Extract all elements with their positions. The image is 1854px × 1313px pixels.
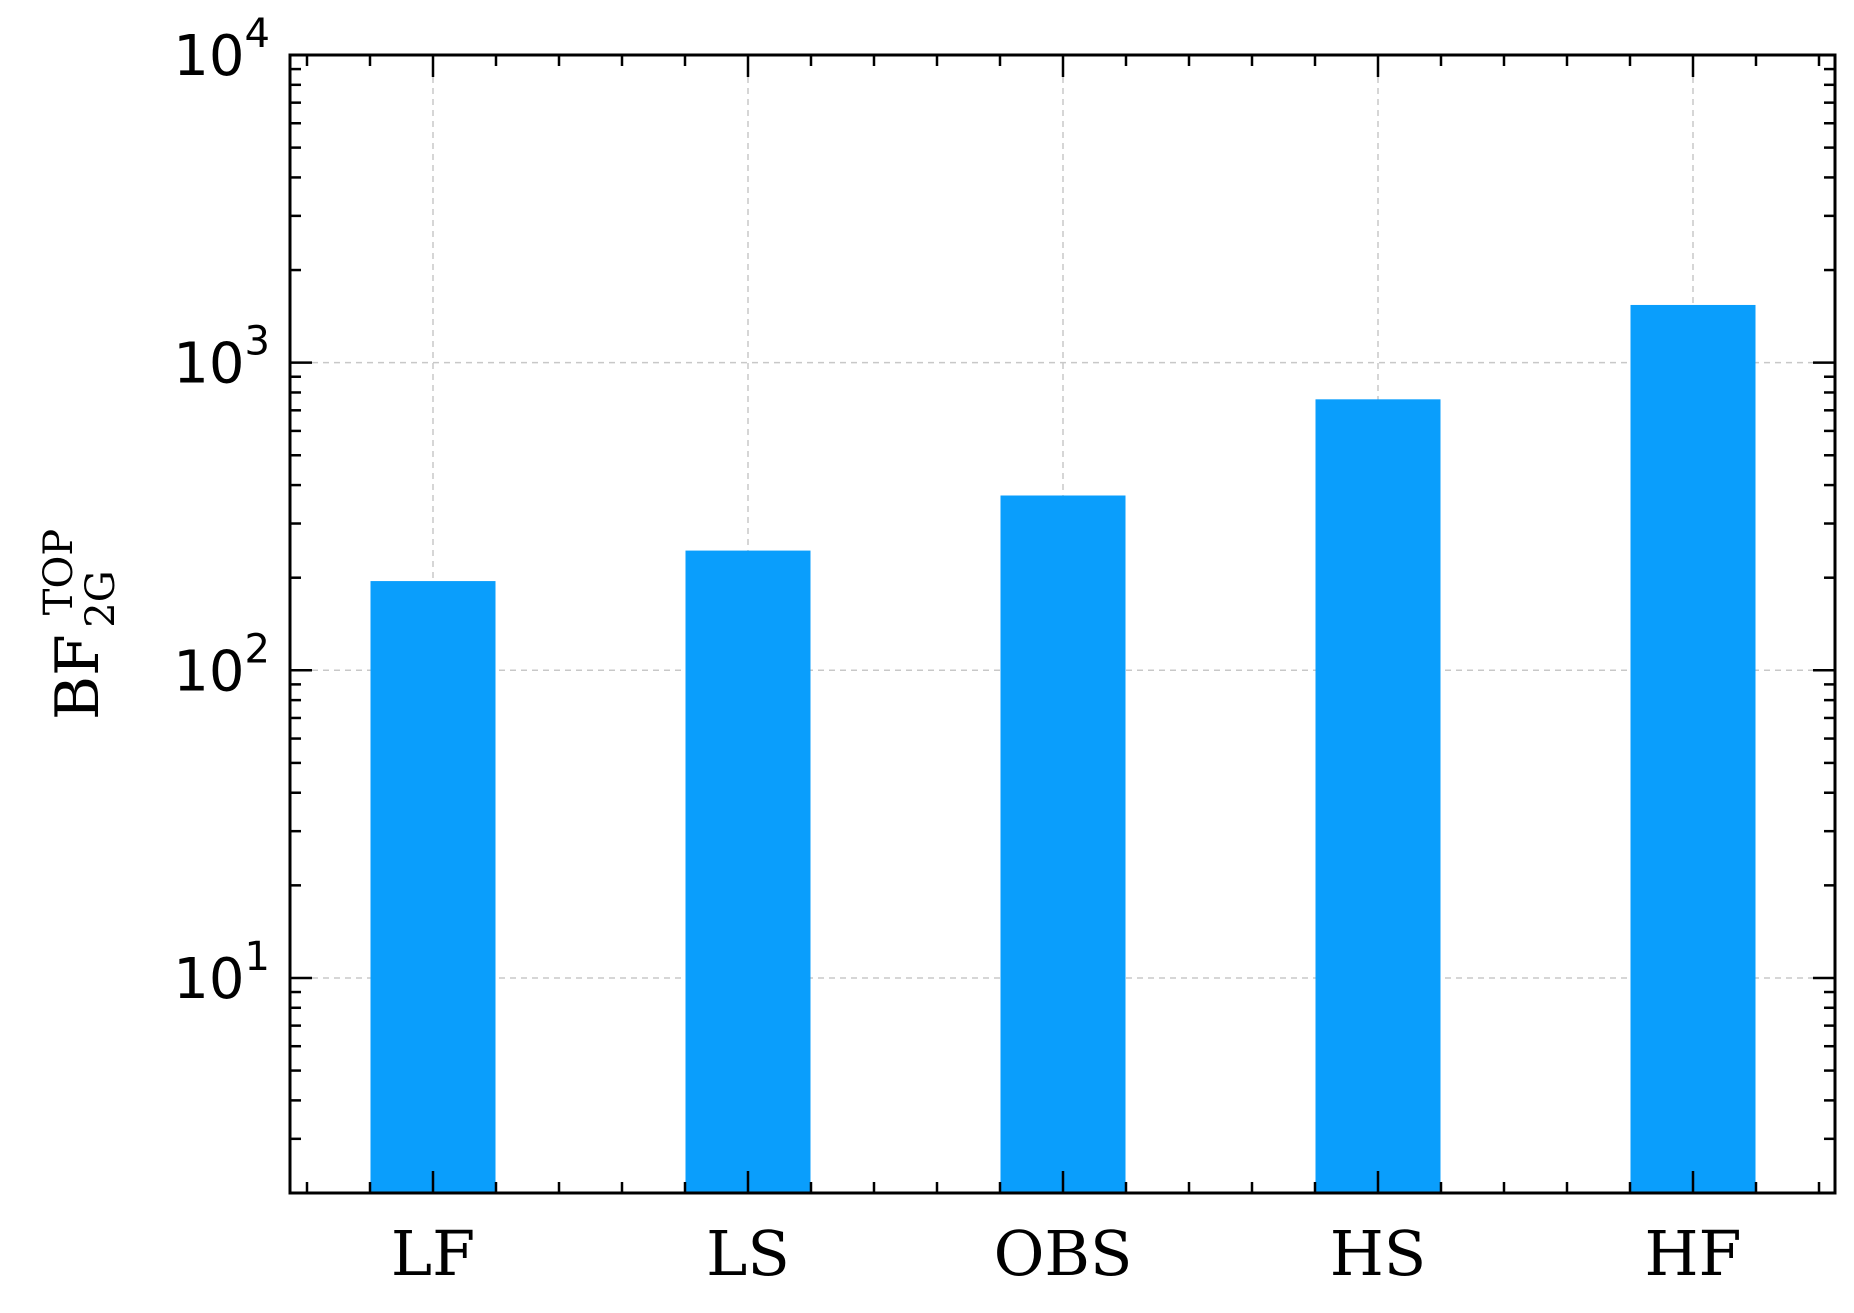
y-tick-exponent: 1 <box>245 934 270 980</box>
y-tick-label: 104 <box>173 11 270 89</box>
y-tick-base: 10 <box>173 947 244 1012</box>
y-tick-exponent: 4 <box>245 11 270 57</box>
axis-ticks <box>290 55 1835 1195</box>
y-tick-label: 102 <box>173 626 270 704</box>
x-tick-label-obs: OBS <box>994 1217 1133 1290</box>
y-tick-exponent: 2 <box>245 626 270 672</box>
bars <box>370 304 1756 1194</box>
y-tick-label: 103 <box>173 319 270 397</box>
bar-lf <box>370 581 496 1193</box>
y-tick-base: 10 <box>173 24 244 89</box>
bar-hf <box>1630 304 1756 1193</box>
bar-ls <box>685 550 811 1193</box>
y-axis-label: BF TOP 2G <box>17 510 124 720</box>
plot-frame <box>288 53 1837 1195</box>
y-tick-label: 101 <box>173 934 270 1012</box>
x-tick-label-lf: LF <box>391 1217 475 1290</box>
x-tick-label-hf: HF <box>1644 1217 1741 1290</box>
y-axis-label-subscript: 2G <box>78 570 124 627</box>
y-tick-exponent: 3 <box>245 319 270 365</box>
x-tick-labels: LF LS OBS HS HF <box>391 1217 1742 1290</box>
bar-obs <box>1000 495 1126 1194</box>
x-tick-label-ls: LS <box>706 1217 790 1290</box>
bar-hs <box>1315 399 1441 1193</box>
y-axis-label-base: BF <box>43 634 113 720</box>
x-tick-label-hs: HS <box>1330 1217 1427 1290</box>
y-tick-base: 10 <box>173 639 244 704</box>
y-axis-label-superscript: TOP <box>36 529 82 615</box>
y-tick-base: 10 <box>173 332 244 397</box>
